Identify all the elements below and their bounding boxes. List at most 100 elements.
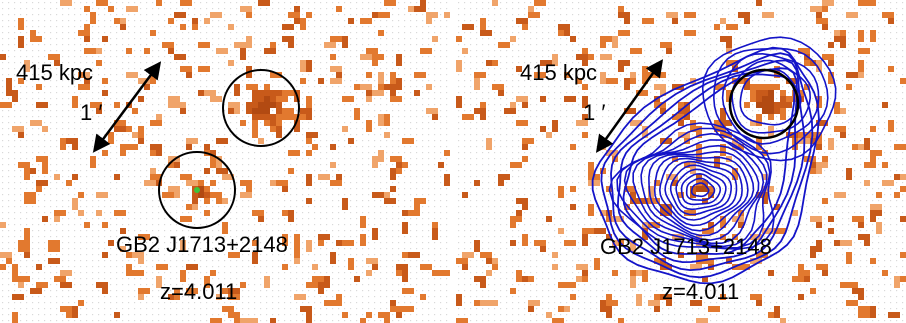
photon-pixel xyxy=(234,312,240,323)
photon-pixel xyxy=(396,312,402,318)
photon-pixel xyxy=(312,276,324,282)
photon-pixel xyxy=(6,258,12,264)
photon-pixel xyxy=(756,114,762,120)
photon-pixel xyxy=(276,126,282,138)
photon-pixel xyxy=(48,258,60,264)
photon-pixel xyxy=(816,168,822,174)
photon-pixel xyxy=(828,138,834,150)
photon-pixel xyxy=(420,0,426,12)
photon-pixel xyxy=(18,240,24,246)
photon-pixel xyxy=(198,186,204,192)
photon-pixel xyxy=(282,36,294,42)
photon-pixel xyxy=(360,318,366,323)
photon-pixel xyxy=(522,144,528,150)
photon-pixel xyxy=(588,162,594,174)
photon-pixel xyxy=(138,294,144,300)
photon-pixel xyxy=(792,90,804,96)
photon-pixel xyxy=(366,126,372,132)
photon-pixel xyxy=(528,6,534,12)
contour-line xyxy=(648,150,755,237)
contour-line xyxy=(675,168,727,211)
photon-pixel xyxy=(144,48,150,54)
photon-pixel xyxy=(294,6,300,12)
photon-pixel xyxy=(582,132,588,138)
photon-pixel xyxy=(834,126,846,132)
photon-pixel xyxy=(750,84,756,90)
photon-pixel xyxy=(126,144,138,150)
photon-pixel xyxy=(294,294,306,300)
photon-pixel xyxy=(384,312,390,323)
photon-pixel xyxy=(858,222,864,228)
upper-source-circle-right xyxy=(728,68,800,140)
photon-pixel xyxy=(726,48,732,54)
photon-pixel xyxy=(384,192,390,198)
photon-pixel xyxy=(210,192,216,198)
photon-pixel xyxy=(180,270,186,282)
photon-pixel xyxy=(762,108,768,114)
photon-pixel xyxy=(720,294,726,300)
photon-pixel xyxy=(618,30,630,36)
photon-pixel xyxy=(816,60,822,72)
photon-pixel xyxy=(396,54,402,66)
photon-pixel xyxy=(858,294,864,300)
photon-pixel xyxy=(270,72,282,78)
photon-pixel xyxy=(420,48,432,54)
photon-pixel xyxy=(306,150,312,156)
photon-pixel xyxy=(372,60,378,66)
photon-pixel xyxy=(150,168,156,174)
photon-pixel xyxy=(570,282,576,288)
photon-pixel xyxy=(534,0,546,6)
photon-pixel xyxy=(834,192,846,198)
photon-pixel xyxy=(138,234,150,240)
photon-pixel xyxy=(684,210,696,216)
photon-pixel xyxy=(834,30,840,36)
photon-pixel xyxy=(246,84,252,90)
contour-line xyxy=(701,36,837,162)
photon-pixel xyxy=(750,294,762,300)
photon-pixel xyxy=(696,126,702,138)
photon-pixel xyxy=(858,0,864,6)
photon-pixel xyxy=(408,6,414,12)
photon-pixel xyxy=(408,306,414,312)
lower-source-marker xyxy=(194,187,200,193)
photon-pixel xyxy=(216,156,222,168)
photon-pixel xyxy=(690,120,696,132)
right-upper-source-pixels xyxy=(744,84,792,126)
photon-pixel xyxy=(756,102,762,108)
photon-pixel xyxy=(72,198,78,210)
photon-pixel xyxy=(774,102,780,108)
photon-pixel xyxy=(204,276,210,288)
photon-pixel xyxy=(228,102,240,108)
photon-pixel xyxy=(870,204,876,210)
photon-pixel xyxy=(522,138,534,144)
photon-pixel xyxy=(276,114,282,120)
photon-pixel xyxy=(642,18,648,24)
photon-pixel xyxy=(108,132,114,144)
photon-pixel xyxy=(870,210,876,222)
photon-pixel xyxy=(624,186,636,192)
photon-pixel xyxy=(150,174,162,180)
photon-pixel xyxy=(834,102,840,114)
photon-pixel xyxy=(36,102,48,108)
photon-pixel xyxy=(216,12,222,18)
photon-pixel xyxy=(270,102,276,108)
photon-pixel xyxy=(630,240,636,252)
photon-pixel xyxy=(252,126,258,132)
photon-pixel xyxy=(576,264,588,270)
photon-pixel xyxy=(288,216,294,222)
photon-pixel xyxy=(744,18,750,24)
photon-pixel xyxy=(642,198,648,204)
source-name-label: GB2 J1713+2148 xyxy=(116,232,288,257)
photon-pixel xyxy=(522,156,528,162)
photon-pixel xyxy=(516,270,522,282)
photon-pixel xyxy=(168,96,180,102)
photon-pixel xyxy=(534,240,546,246)
photon-pixel xyxy=(702,198,708,204)
photon-pixel xyxy=(792,276,798,282)
photon-pixel xyxy=(858,72,864,78)
photon-pixel xyxy=(864,240,870,246)
photon-pixel xyxy=(204,198,210,204)
photon-pixel xyxy=(174,192,180,198)
photon-pixel xyxy=(456,96,462,102)
photon-pixel xyxy=(282,264,288,270)
